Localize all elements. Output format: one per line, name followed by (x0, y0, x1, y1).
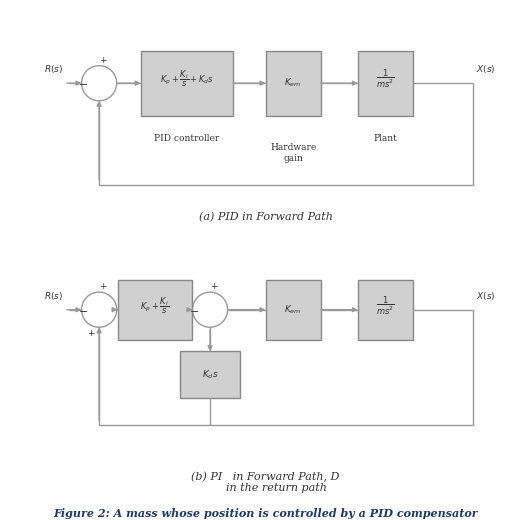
Text: +: + (99, 56, 107, 64)
Bar (266, 51, 321, 115)
Text: $\dfrac{1}{ms^2}$: $\dfrac{1}{ms^2}$ (376, 68, 395, 89)
Text: $K_p+\dfrac{K_i}{s}$: $K_p+\dfrac{K_i}{s}$ (140, 296, 169, 316)
Text: $R(s)$: $R(s)$ (44, 290, 63, 302)
Text: (b) PI   in Forward Path, D
      in the return path: (b) PI in Forward Path, D in the return … (191, 472, 340, 493)
Text: −: − (190, 307, 200, 317)
Text: +: + (210, 282, 218, 291)
Bar (141, 51, 233, 115)
Text: $X(s)$: $X(s)$ (476, 63, 495, 75)
Text: $X(s)$: $X(s)$ (476, 290, 495, 302)
Text: Figure 2: A mass whose position is controlled by a PID compensator: Figure 2: A mass whose position is contr… (53, 508, 478, 519)
Text: (a) PID in Forward Path: (a) PID in Forward Path (199, 212, 332, 223)
Bar (180, 352, 240, 397)
Text: −: − (79, 307, 89, 317)
Circle shape (82, 292, 117, 327)
Text: +: + (87, 329, 95, 338)
Bar (266, 280, 321, 340)
Text: PID controller: PID controller (155, 134, 219, 143)
Text: $R(s)$: $R(s)$ (44, 63, 63, 75)
Bar (358, 51, 414, 115)
Text: −: − (79, 81, 89, 90)
Text: $K_d s$: $K_d s$ (202, 368, 218, 381)
Text: Hardware
gain: Hardware gain (270, 144, 316, 163)
Text: +: + (99, 282, 107, 291)
Text: $K_{em}$: $K_{em}$ (285, 77, 302, 89)
Bar (358, 280, 414, 340)
Text: Plant: Plant (374, 134, 398, 143)
Circle shape (192, 292, 228, 327)
Text: $K_p+\dfrac{K_i}{s}+K_d s$: $K_p+\dfrac{K_i}{s}+K_d s$ (160, 69, 214, 88)
Text: $\dfrac{1}{ms^2}$: $\dfrac{1}{ms^2}$ (376, 295, 395, 317)
Bar (117, 280, 192, 340)
Text: $K_{em}$: $K_{em}$ (285, 304, 302, 316)
Circle shape (82, 66, 117, 101)
